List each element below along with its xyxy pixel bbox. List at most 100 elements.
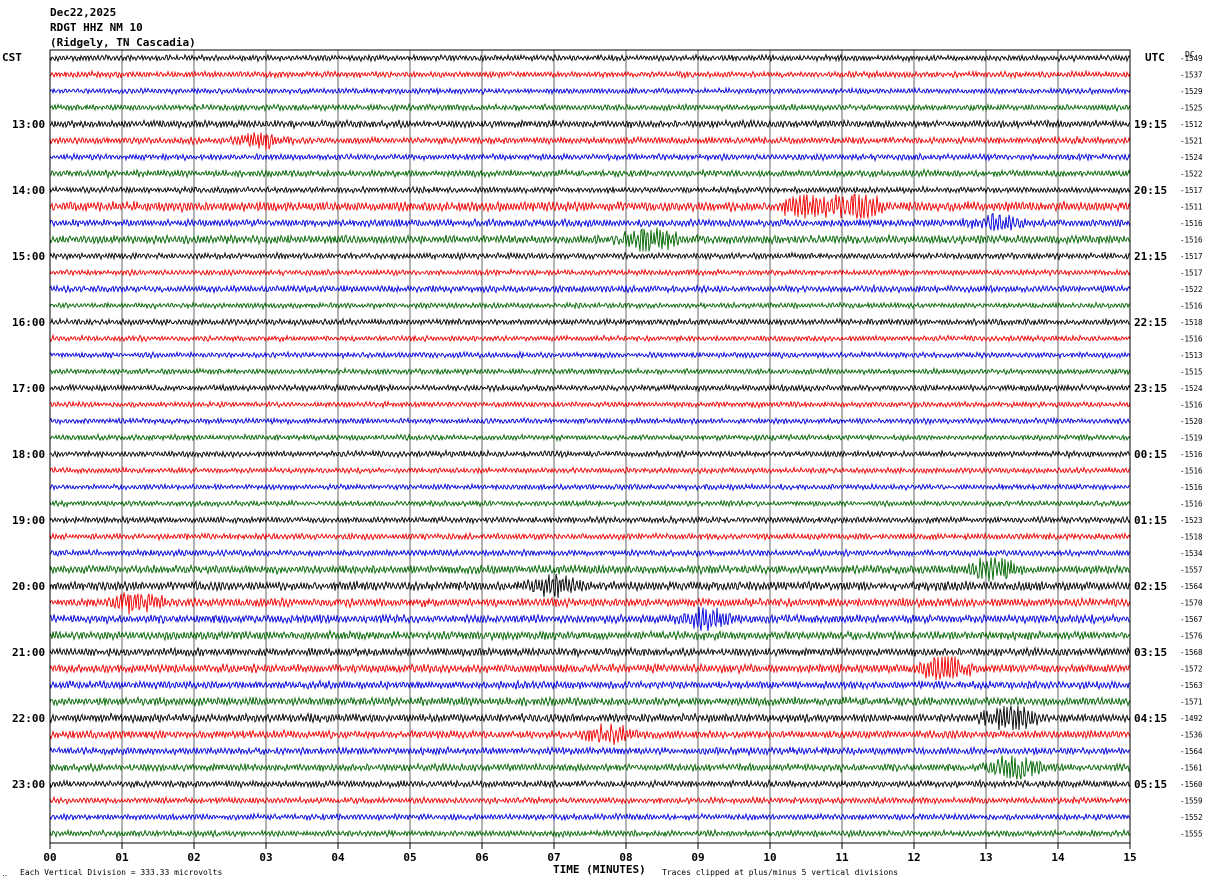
x-tick-label-03: 03	[259, 851, 272, 864]
dc-offset-30: -1534	[1180, 549, 1203, 558]
trace-42	[49, 745, 1131, 757]
dc-offset-47: -1555	[1180, 830, 1203, 839]
dc-offset-20: -1524	[1180, 384, 1203, 393]
plot-frame	[49, 49, 1131, 844]
trace-33	[49, 592, 1131, 615]
trace-26	[49, 482, 1131, 492]
utc-label-0415: 04:15	[1134, 712, 1167, 725]
trace-40	[49, 705, 1131, 731]
trace-38	[49, 679, 1131, 691]
header-station: RDGT HHZ NM 10	[50, 21, 143, 34]
x-tick-label-12: 12	[907, 851, 920, 864]
trace-21	[49, 399, 1131, 410]
x-axis-title: TIME (MINUTES)	[553, 863, 646, 876]
header-date: Dec22,2025	[50, 6, 117, 19]
trace-34	[49, 606, 1131, 632]
dc-offset-35: -1576	[1180, 632, 1203, 641]
trace-2	[49, 86, 1131, 96]
trace-13	[49, 267, 1131, 278]
dc-offset-44: -1560	[1180, 780, 1203, 789]
x-tick-label-01: 01	[115, 851, 129, 864]
dc-offset-43: -1561	[1180, 764, 1203, 773]
cst-hour-labels: 13:00 14:00 15:00 16:00 17:00 18:00 19:00 20:00…	[12, 118, 45, 791]
trace-23	[49, 432, 1131, 443]
cst-label-2300: 23:00	[12, 778, 45, 791]
dc-offset-1: -1537	[1180, 71, 1203, 80]
right-axis-label: UTC	[1145, 51, 1165, 64]
dc-offset-23: -1519	[1180, 434, 1203, 443]
trace-43	[49, 755, 1131, 780]
corner-mark: ‥	[2, 869, 8, 878]
dc-offset-36: -1568	[1180, 648, 1203, 657]
dc-offset-25: -1516	[1180, 467, 1203, 476]
x-tick-label-14: 14	[1051, 851, 1065, 864]
x-tick-label-11: 11	[835, 851, 849, 864]
x-tick-labels: 00 01 02 03 04 05 06 07 08 09 10 11 12 13 14 15	[43, 851, 1136, 864]
trace-3	[49, 102, 1131, 113]
trace-8	[49, 184, 1131, 195]
dc-offset-22: -1520	[1180, 417, 1203, 426]
utc-label-1915: 19:15	[1134, 118, 1167, 131]
utc-label-2315: 23:15	[1134, 382, 1167, 395]
trace-36	[49, 646, 1131, 659]
dc-offset-labels: -1549 -1537 -1529 -1525 -1512 -1521 -1524 -1522…	[1180, 54, 1203, 839]
trace-19	[49, 366, 1131, 377]
dc-offset-5: -1521	[1180, 137, 1203, 146]
cst-label-1300: 13:00	[12, 118, 45, 131]
dc-offset-15: -1516	[1180, 302, 1203, 311]
trace-44	[49, 778, 1131, 790]
dc-offset-12: -1517	[1180, 252, 1203, 261]
trace-45	[49, 795, 1131, 806]
trace-32	[49, 573, 1131, 599]
cst-label-2000: 20:00	[12, 580, 45, 593]
cst-label-1600: 16:00	[12, 316, 45, 329]
utc-hour-labels: 19:15 20:15 21:15 22:15 23:15 00:15 01:15 02:15…	[1134, 118, 1167, 791]
dc-offset-17: -1516	[1180, 335, 1203, 344]
trace-41	[49, 723, 1131, 745]
dc-offset-29: -1518	[1180, 533, 1203, 542]
trace-46	[49, 812, 1131, 822]
x-tick-label-08: 08	[619, 851, 632, 864]
dc-offset-40: -1492	[1180, 714, 1203, 723]
trace-10	[49, 212, 1131, 231]
dc-label: DC	[1185, 50, 1195, 59]
utc-label-0515: 05:15	[1134, 778, 1167, 791]
x-tick-label-10: 10	[763, 851, 776, 864]
dc-offset-32: -1564	[1180, 582, 1203, 591]
trace-25	[49, 465, 1131, 476]
x-tick-label-15: 15	[1123, 851, 1136, 864]
dc-offset-18: -1513	[1180, 351, 1203, 360]
dc-offset-2: -1529	[1180, 87, 1203, 96]
dc-offset-16: -1518	[1180, 318, 1203, 327]
dc-offset-19: -1515	[1180, 368, 1203, 377]
dc-offset-4: -1512	[1180, 120, 1203, 129]
dc-offset-24: -1516	[1180, 450, 1203, 459]
utc-label-0115: 01:15	[1134, 514, 1167, 527]
x-tick-label-07: 07	[547, 851, 560, 864]
trace-0	[49, 53, 1131, 64]
minute-grid	[49, 50, 1131, 849]
dc-offset-28: -1523	[1180, 516, 1203, 525]
dc-offset-6: -1524	[1180, 153, 1203, 162]
dc-offset-41: -1536	[1180, 731, 1203, 740]
dc-offset-26: -1516	[1180, 483, 1203, 492]
trace-28	[49, 515, 1131, 526]
dc-offset-34: -1567	[1180, 615, 1203, 624]
dc-offset-39: -1571	[1180, 698, 1203, 707]
x-tick-label-05: 05	[403, 851, 416, 864]
trace-29	[49, 531, 1131, 542]
dc-offset-27: -1516	[1180, 500, 1203, 509]
dc-offset-21: -1516	[1180, 401, 1203, 410]
cst-label-1800: 18:00	[12, 448, 45, 461]
dc-offset-13: -1517	[1180, 269, 1203, 278]
trace-24	[49, 448, 1131, 460]
trace-16	[49, 317, 1131, 327]
dc-offset-7: -1522	[1180, 170, 1203, 179]
trace-1	[49, 69, 1131, 80]
dc-offset-31: -1557	[1180, 566, 1203, 575]
cst-label-1700: 17:00	[12, 382, 45, 395]
left-axis-label: CST	[2, 51, 22, 64]
x-tick-label-00: 00	[43, 851, 56, 864]
x-tick-label-06: 06	[475, 851, 489, 864]
